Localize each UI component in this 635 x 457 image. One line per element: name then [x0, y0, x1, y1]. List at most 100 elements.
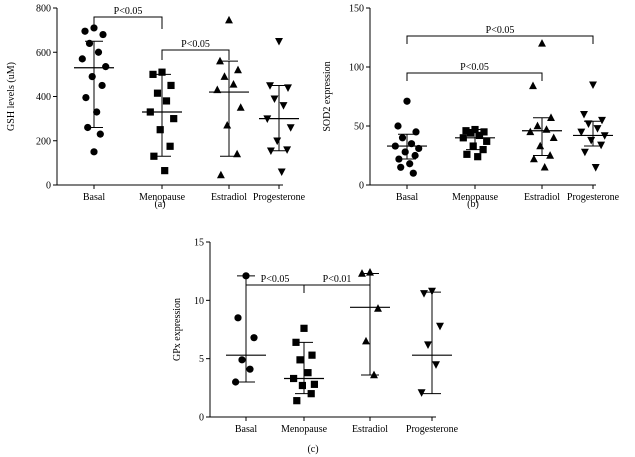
- y-tick-label: 600: [36, 48, 51, 59]
- data-point-progesterone: [597, 141, 606, 150]
- data-point-menopause: [471, 125, 479, 134]
- y-tick-label: 15: [194, 238, 204, 249]
- x-tick-label-progesterone: Progesterone: [567, 192, 620, 203]
- data-point-menopause: [296, 356, 304, 364]
- x-tick-label-basal: Basal: [235, 424, 257, 435]
- data-point-basal: [84, 123, 92, 132]
- panel-label: (c): [307, 444, 318, 455]
- data-point-basal: [391, 142, 399, 150]
- data-point-estradiol: [358, 269, 366, 277]
- data-point-menopause: [463, 150, 471, 158]
- data-point-progesterone: [598, 116, 606, 125]
- data-point-estradiol: [229, 80, 238, 88]
- data-point-estradiol: [547, 113, 555, 121]
- x-tick-label-progesterone: Progesterone: [253, 192, 306, 203]
- significance-label: P<0.05: [460, 62, 489, 73]
- data-point-progesterone: [436, 322, 444, 331]
- data-point-basal: [94, 48, 103, 56]
- data-point-basal: [398, 134, 407, 142]
- data-point-progesterone: [284, 84, 292, 92]
- panel-label: (a): [154, 199, 165, 210]
- data-point-basal: [403, 97, 411, 105]
- data-point-menopause: [162, 97, 171, 105]
- data-point-estradiol: [529, 154, 538, 163]
- y-tick-label: 150: [349, 4, 364, 15]
- data-point-estradiol: [536, 141, 545, 150]
- data-point-menopause: [480, 128, 488, 136]
- data-point-estradiol: [225, 15, 233, 24]
- data-point-estradiol: [233, 149, 242, 158]
- x-tick-label-menopause: Menopause: [281, 424, 328, 435]
- data-point-basal: [250, 334, 258, 342]
- x-tick-label-estradiol: Estradiol: [352, 424, 388, 435]
- data-point-basal: [397, 163, 405, 171]
- data-point-menopause: [307, 390, 315, 398]
- data-point-menopause: [293, 397, 301, 405]
- data-point-progesterone: [420, 290, 428, 298]
- data-point-basal: [85, 39, 94, 48]
- chart-panel-b: 0 50 100 150 SOD2 expression Basal Menopause Es…: [322, 4, 620, 211]
- data-point-estradiol: [533, 121, 542, 130]
- data-point-basal: [102, 63, 110, 71]
- data-point-basal: [232, 378, 240, 386]
- data-point-basal: [82, 94, 90, 102]
- y-tick-label: 5: [199, 354, 204, 365]
- x-tick-label-basal: Basal: [396, 192, 418, 203]
- data-point-progesterone: [286, 124, 295, 132]
- data-point-progesterone: [587, 136, 596, 145]
- data-point-basal: [88, 72, 96, 81]
- data-point-menopause: [153, 89, 162, 97]
- data-point-menopause: [161, 167, 169, 175]
- data-point-menopause: [474, 153, 482, 161]
- data-point-estradiol: [223, 120, 232, 129]
- data-point-basal: [409, 169, 417, 177]
- y-tick-label: 0: [46, 181, 51, 192]
- data-point-menopause: [170, 115, 178, 123]
- data-point-progesterone: [273, 137, 282, 146]
- y-tick-label: 50: [354, 122, 364, 133]
- data-point-estradiol: [234, 65, 242, 74]
- data-point-estradiol: [220, 72, 229, 80]
- data-point-progesterone: [277, 168, 286, 177]
- data-point-estradiol: [549, 133, 558, 142]
- data-point-basal: [238, 356, 246, 364]
- x-tick-label-menopause: Menopause: [139, 192, 186, 203]
- data-point-basal: [411, 151, 419, 160]
- data-point-estradiol: [526, 127, 535, 136]
- data-point-menopause: [462, 127, 470, 135]
- data-point-basal: [395, 155, 403, 163]
- significance-bracket: [93, 16, 163, 29]
- y-tick-label: 0: [359, 181, 364, 192]
- y-tick-label: 10: [194, 296, 204, 307]
- data-point-progesterone: [584, 120, 593, 128]
- chart-panel-a: 0 200 400 600 800 GSH levels (uM) Basal Menopau…: [6, 4, 306, 211]
- data-point-progesterone: [270, 95, 279, 104]
- data-point-basal: [407, 140, 416, 148]
- data-point-menopause: [290, 374, 298, 383]
- data-point-basal: [99, 30, 107, 39]
- data-point-menopause: [166, 142, 174, 150]
- data-point-basal: [242, 272, 250, 280]
- data-point-basal: [93, 108, 101, 116]
- data-point-menopause: [310, 380, 318, 388]
- data-point-estradiol: [542, 125, 551, 133]
- data-point-basal: [415, 144, 423, 153]
- data-point-progesterone: [600, 132, 609, 140]
- data-point-basal: [394, 122, 402, 130]
- data-point-menopause: [167, 81, 175, 90]
- data-point-menopause: [459, 134, 467, 142]
- data-point-progesterone: [279, 102, 288, 110]
- data-point-basal: [98, 81, 106, 90]
- data-point-estradiol: [213, 85, 222, 94]
- data-point-progesterone: [424, 341, 432, 349]
- significance-label: P<0.05: [261, 274, 290, 285]
- data-point-progesterone: [283, 146, 292, 154]
- significance-bracket: [245, 284, 305, 293]
- data-point-menopause: [150, 152, 158, 160]
- data-point-estradiol: [362, 336, 370, 345]
- y-axis-label: GPx expression: [172, 298, 183, 361]
- panel-label: (b): [467, 199, 479, 210]
- data-point-progesterone: [591, 164, 600, 172]
- data-point-menopause: [292, 338, 300, 346]
